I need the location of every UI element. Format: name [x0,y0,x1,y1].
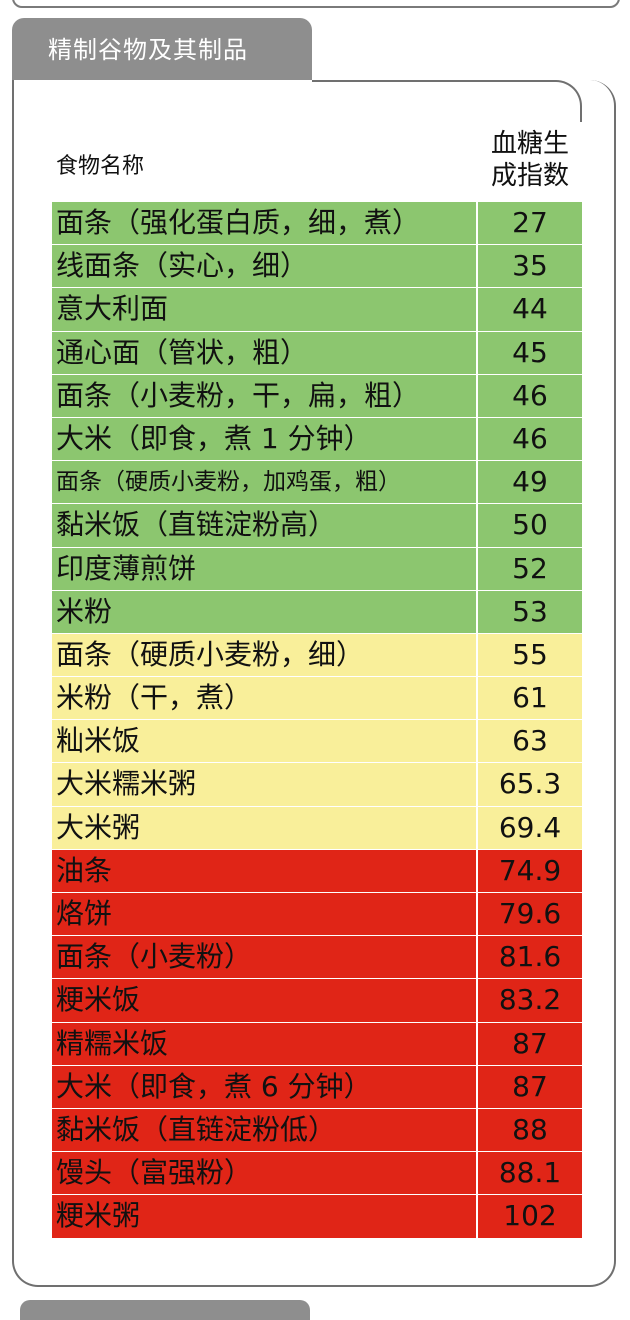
food-name-cell: 烙饼 [56,897,113,930]
table-row: 籼米饭 63 [52,720,582,764]
table-row: 面条（强化蛋白质，细，煮） 27 [52,202,582,246]
gi-value-cell: 87 [476,1022,582,1065]
table-row: 大米糯米粥 65.3 [52,763,582,807]
gi-value-cell: 88.1 [476,1152,582,1195]
table-row: 粳米粥 102 [52,1195,582,1239]
gi-value-cell: 44 [476,288,582,331]
food-name-cell: 面条（小麦粉） [56,940,253,974]
table-row: 精糯米饭 87 [52,1022,582,1066]
gi-value-cell: 27 [476,202,582,245]
food-name-cell: 通心面（管状，粗） [56,335,309,369]
food-name-cell: 米粉（干，煮） [56,681,253,715]
section-title: 精制谷物及其制品 [48,36,248,64]
food-name-cell: 大米（即食，煮 6 分钟） [56,1069,372,1103]
gi-value-cell: 74.9 [476,849,582,892]
table-row: 米粉 53 [52,590,582,634]
table-row: 大米粥 69.4 [52,806,582,850]
table-row: 黏米饭（直链淀粉高） 50 [52,504,582,548]
food-name-cell: 粳米饭 [56,983,141,1017]
table-row: 意大利面 44 [52,288,582,332]
gi-value-cell: 69.4 [476,806,582,849]
food-name-cell: 面条（小麦粉，干，扁，粗） [56,378,421,412]
food-name-cell: 大米糯米粥 [56,767,197,801]
table-row: 线面条（实心，细） 35 [52,245,582,289]
gi-value-cell: 35 [476,245,582,288]
gi-value-cell: 65.3 [476,763,582,806]
food-name-cell: 籼米饭 [56,724,141,758]
food-name-cell: 面条（强化蛋白质，细，煮） [56,206,421,239]
gi-value-cell: 52 [476,547,582,590]
gi-value-cell: 81.6 [476,936,582,979]
column-header-food-name: 食物名称 [56,154,145,179]
food-name-cell: 米粉 [56,594,113,628]
gi-value-cell: 102 [476,1195,582,1238]
food-name-cell: 油条 [56,853,113,887]
column-header-gi-line2: 成指数 [490,161,569,191]
gi-value-cell: 83.2 [476,979,582,1022]
table-row: 通心面（管状，粗） 45 [52,331,582,375]
gi-value-cell: 61 [476,677,582,720]
table-row: 面条（小麦粉，干，扁，粗） 46 [52,374,582,418]
food-name-cell: 面条（硬质小麦粉，加鸡蛋，粗） [56,469,401,496]
food-name-cell: 印度薄煎饼 [56,551,197,585]
gi-value-cell: 45 [476,331,582,374]
previous-card-edge [12,0,620,8]
food-name-cell: 黏米饭（直链淀粉高） [56,508,337,542]
table-row: 印度薄煎饼 52 [52,547,582,591]
table-row: 面条（硬质小麦粉，细） 55 [52,633,582,678]
section-tab [12,18,312,80]
next-section-tab-edge [20,1300,310,1320]
gi-value-cell: 79.6 [476,893,582,936]
gi-table: 面条（强化蛋白质，细，煮） 27 线面条（实心，细） 35 意大利面 44 通心面（管状，粗… [52,202,582,1239]
table-row: 大米（即食，煮 6 分钟） 87 [52,1065,582,1109]
column-header-gi-line1: 血糖生 [490,129,569,159]
column-header-gi: 血糖生 成指数 [478,128,582,192]
table-row: 烙饼 79.6 [52,893,582,937]
food-name-cell: 黏米饭（直链淀粉低） [56,1112,337,1146]
food-name-cell: 意大利面 [56,292,169,326]
gi-value-cell: 87 [476,1065,582,1108]
gi-value-cell: 63 [476,720,582,763]
gi-value-cell: 53 [476,590,582,633]
table-row: 面条（小麦粉） 81.6 [52,936,582,980]
food-name-cell: 线面条（实心，细） [56,249,309,283]
card-top-border [312,80,582,122]
gi-value-cell: 46 [476,417,582,461]
table-row: 米粉（干，煮） 61 [52,677,582,721]
gi-value-cell: 49 [476,461,582,504]
gi-value-cell: 55 [476,633,582,677]
food-name-cell: 大米粥 [56,810,141,844]
food-name-cell: 大米（即食，煮 1 分钟） [56,421,372,455]
table-row: 馒头（富强粉） 88.1 [52,1152,582,1196]
table-row: 油条 74.9 [52,849,582,893]
table-row: 黏米饭（直链淀粉低） 88 [52,1108,582,1153]
food-name-cell: 粳米粥 [56,1199,141,1233]
table-row: 粳米饭 83.2 [52,979,582,1023]
gi-value-cell: 88 [476,1108,582,1152]
gi-value-cell: 46 [476,374,582,417]
food-name-cell: 馒头（富强粉） [56,1156,253,1190]
food-name-cell: 精糯米饭 [56,1026,169,1060]
table-row: 面条（硬质小麦粉，加鸡蛋，粗） 49 [52,461,582,505]
food-name-cell: 面条（硬质小麦粉，细） [56,637,365,671]
gi-value-cell: 50 [476,504,582,547]
table-row: 大米（即食，煮 1 分钟） 46 [52,417,582,462]
